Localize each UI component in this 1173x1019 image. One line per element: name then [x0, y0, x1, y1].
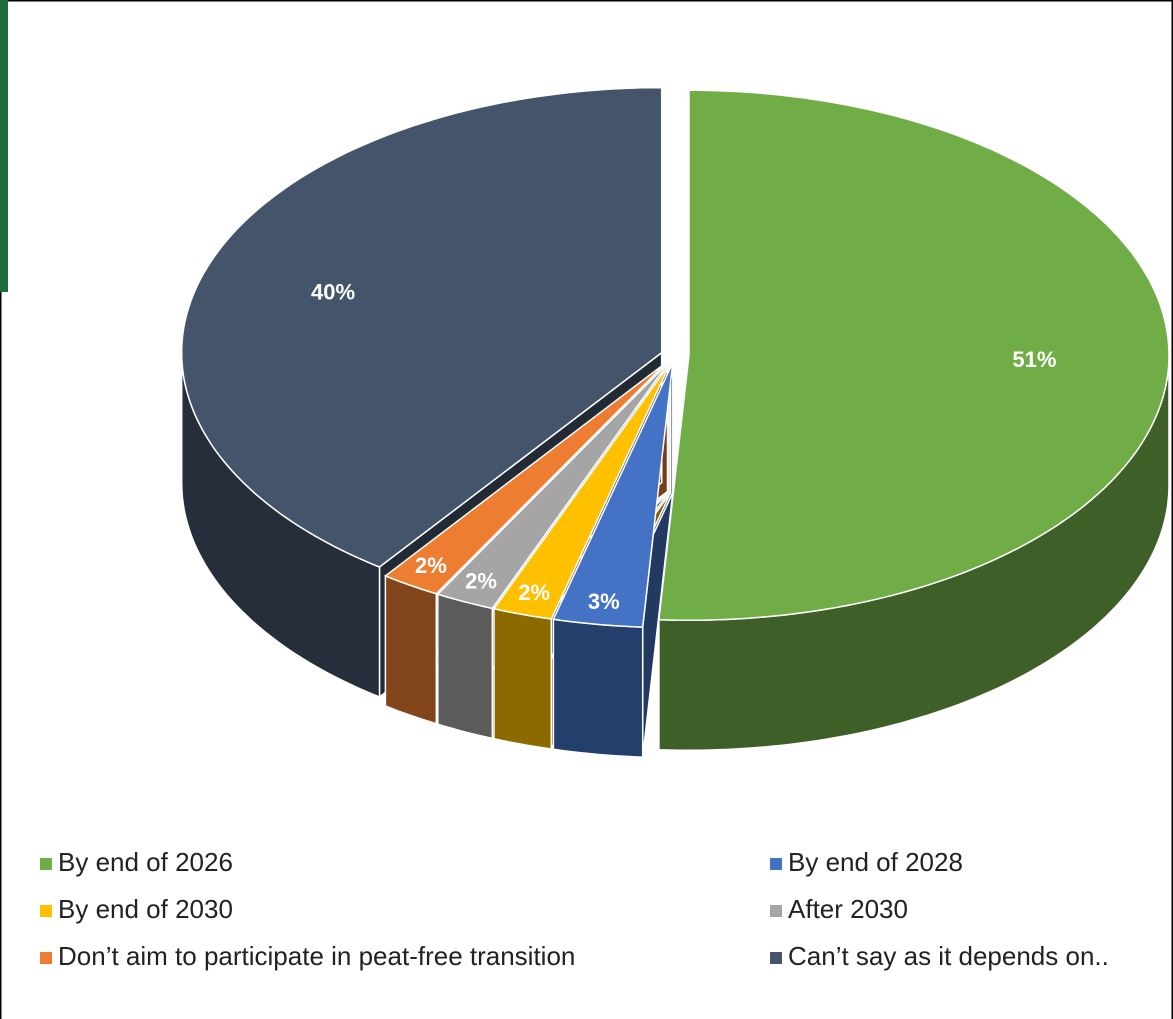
- slice-top: [383, 360, 669, 595]
- legend-label: After 2030: [788, 894, 908, 924]
- legend-swatch: [40, 905, 52, 917]
- slice-top: [552, 362, 674, 628]
- legend-swatch: [40, 858, 52, 870]
- slice-wall: [437, 593, 494, 740]
- data-label: 51%: [1012, 347, 1056, 372]
- legend-label: By end of 2030: [58, 894, 233, 924]
- slice-top: [436, 361, 670, 610]
- slice-wall: [493, 607, 553, 750]
- legend-label: Don’t aim to participate in peat-free tr…: [58, 941, 575, 971]
- slice-top: [180, 86, 663, 568]
- legend-label: Can’t say as it depends on..: [788, 941, 1109, 971]
- data-label: 3%: [588, 589, 620, 614]
- slice-wall: [384, 574, 438, 725]
- data-labels: 51% 3% 2% 2% 2% 40%: [311, 279, 1056, 614]
- legend: By end of 2026 By end of 2028 By end of 20…: [40, 847, 1109, 971]
- data-label: 40%: [311, 279, 355, 304]
- legend-swatch: [770, 952, 782, 964]
- pie-tops: [180, 86, 1170, 628]
- legend-swatch: [40, 952, 52, 964]
- data-label: 2%: [518, 580, 550, 605]
- side-strip: [0, 0, 8, 292]
- legend-label: By end of 2028: [788, 847, 963, 877]
- legend-swatch: [770, 905, 782, 917]
- slice-wall: [552, 618, 644, 758]
- legend-label: By end of 2026: [58, 847, 233, 877]
- slice-top: [658, 89, 1170, 621]
- legend-swatch: [770, 858, 782, 870]
- data-label: 2%: [465, 568, 497, 593]
- slice-top: [492, 361, 672, 620]
- data-label: 2%: [415, 553, 447, 578]
